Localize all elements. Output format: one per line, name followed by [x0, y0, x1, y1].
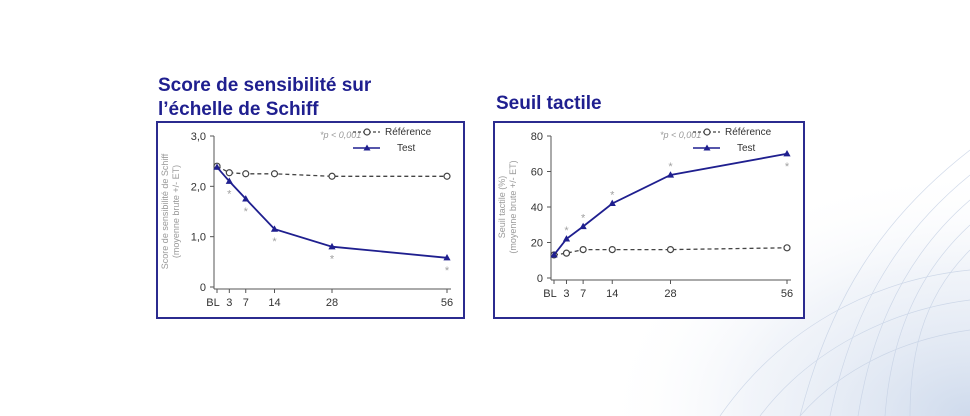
- significance-star: *: [785, 161, 790, 173]
- legend-label-reference: Référence: [725, 127, 772, 138]
- chart-title-schiff: Score de sensibilité sur l’échelle de Sc…: [158, 75, 372, 120]
- data-point-reference: [608, 245, 616, 254]
- data-point-reference: [579, 245, 587, 254]
- series-line-test: [553, 152, 788, 256]
- y-axis-title-group: Seuil tactile (%) (moyenne brute +/- ET): [497, 160, 518, 253]
- legend-label-reference: Référence: [385, 127, 432, 138]
- significance-star: *: [581, 213, 586, 225]
- data-point-test: [443, 254, 451, 261]
- data-point-test: [242, 195, 250, 202]
- x-tick-label: 3: [226, 297, 232, 309]
- chart-panel-schiff: Score de sensibilité de Schiff (moyenne …: [156, 121, 465, 319]
- x-tick-label: 28: [664, 288, 676, 300]
- legend-label-test: Test: [737, 143, 756, 154]
- y-axis-title: Seuil tactile (%): [497, 176, 507, 239]
- y-tick-label: 80: [531, 131, 543, 143]
- data-point-reference: [666, 245, 675, 254]
- data-point-reference: [783, 244, 791, 252]
- data-point-test: [608, 199, 616, 207]
- y-tick-label: 2,0: [191, 181, 206, 193]
- y-axis-subtitle: (moyenne brute +/- ET): [508, 160, 518, 253]
- chart-title-seuil-tactile: Seuil tactile: [496, 93, 602, 114]
- data-point-reference: [270, 170, 279, 178]
- x-tick-label: 56: [781, 288, 793, 300]
- x-tick-label: 56: [441, 297, 453, 309]
- y-tick-label: 0: [200, 282, 206, 294]
- x-tick-label: BL: [543, 288, 556, 300]
- legend-label-test: Test: [397, 143, 416, 154]
- x-tick-label: 14: [268, 297, 280, 309]
- data-point-test: [783, 149, 791, 157]
- data-point-test: [579, 222, 587, 230]
- data-point-test: [270, 225, 279, 232]
- chart-panel-seuil-tactile: Seuil tactile (%) (moyenne brute +/- ET)…: [493, 121, 805, 319]
- legend-marker-reference: [363, 128, 371, 136]
- legend-marker-reference: [703, 128, 711, 136]
- significance-star: *: [244, 206, 249, 218]
- y-tick-label: 20: [531, 238, 543, 250]
- data-point-test: [213, 163, 221, 170]
- series-line-test: [216, 166, 448, 259]
- significance-star: *: [445, 265, 450, 277]
- significance-note: *p < 0,001: [320, 130, 361, 140]
- data-point-test: [666, 171, 675, 178]
- y-tick-label: 40: [531, 202, 543, 214]
- data-point-test: [562, 235, 571, 242]
- y-tick-label: 1,0: [191, 232, 206, 244]
- data-point-test: [550, 251, 558, 258]
- y-tick-label: 0: [537, 273, 543, 285]
- significance-star: *: [668, 161, 673, 173]
- x-tick-label: 7: [580, 288, 586, 300]
- y-tick-label: 60: [531, 167, 543, 179]
- data-point-reference: [328, 172, 336, 180]
- y-tick-label: 3,0: [191, 131, 206, 143]
- chart-seuil-tactile: Seuil tactile (%) (moyenne brute +/- ET)…: [497, 127, 793, 300]
- data-point-test: [328, 242, 336, 250]
- x-tick-label: 14: [606, 288, 618, 300]
- legend-marker-test: [363, 144, 371, 151]
- x-tick-label: 28: [326, 297, 338, 309]
- significance-star: *: [272, 236, 277, 248]
- y-axis-subtitle: (moyenne brute +/- ET): [171, 165, 181, 258]
- data-point-reference: [242, 170, 250, 178]
- x-tick-label: 7: [243, 297, 249, 309]
- y-axis-title: Score de sensibilité de Schiff: [160, 153, 170, 269]
- data-point-test: [225, 177, 233, 184]
- legend-marker-test: [703, 144, 711, 151]
- x-tick-label: BL: [206, 297, 219, 309]
- significance-star: *: [610, 189, 615, 201]
- data-point-reference: [225, 169, 233, 177]
- significance-star: *: [330, 254, 335, 266]
- series-line-reference: [216, 165, 447, 177]
- significance-note: *p < 0,001: [660, 130, 701, 140]
- significance-star: *: [564, 225, 569, 237]
- significance-star: *: [227, 188, 232, 200]
- chart-schiff: Score de sensibilité de Schiff (moyenne …: [160, 127, 453, 309]
- data-point-reference: [443, 172, 451, 180]
- y-axis-title-group: Score de sensibilité de Schiff (moyenne …: [160, 153, 181, 269]
- x-tick-label: 3: [563, 288, 569, 300]
- data-point-reference: [562, 249, 571, 257]
